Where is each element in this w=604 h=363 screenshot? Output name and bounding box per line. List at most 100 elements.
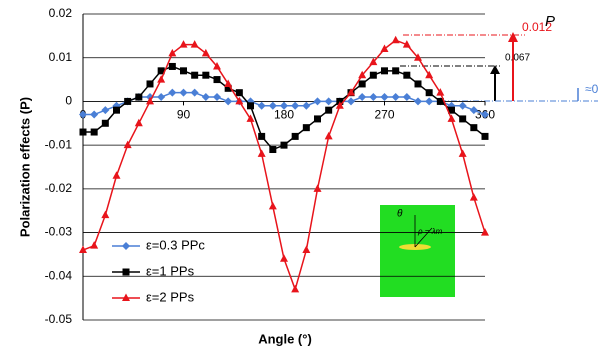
marker xyxy=(123,140,132,149)
marker xyxy=(302,245,311,254)
marker xyxy=(425,97,434,106)
marker xyxy=(258,132,266,140)
x-tick-label: 270 xyxy=(374,108,394,122)
marker xyxy=(369,93,378,102)
marker xyxy=(101,210,110,219)
marker xyxy=(79,128,87,136)
y-tick-label: -0.05 xyxy=(45,312,73,326)
marker xyxy=(302,124,310,132)
marker xyxy=(469,106,478,115)
marker xyxy=(90,128,98,136)
y-tick-label: 0 xyxy=(65,94,72,108)
marker xyxy=(358,70,367,79)
marker xyxy=(224,84,232,92)
marker xyxy=(459,115,467,123)
y-tick-label: 0.02 xyxy=(49,6,73,20)
marker xyxy=(269,146,277,154)
marker xyxy=(391,93,400,102)
marker xyxy=(314,115,321,123)
marker xyxy=(403,71,411,79)
y-tick-label: -0.03 xyxy=(45,225,73,239)
marker xyxy=(381,67,388,75)
marker xyxy=(358,80,366,88)
marker xyxy=(179,40,188,48)
marker xyxy=(190,88,199,97)
marker xyxy=(402,40,411,48)
marker xyxy=(291,284,300,293)
marker xyxy=(202,71,210,79)
inset-axis xyxy=(414,227,433,248)
marker xyxy=(201,48,210,57)
marker xyxy=(135,93,143,101)
marker xyxy=(280,141,288,149)
marker xyxy=(213,61,221,70)
marker xyxy=(257,101,266,110)
marker xyxy=(392,67,400,75)
marker xyxy=(469,193,478,201)
marker xyxy=(79,110,87,119)
decorations xyxy=(380,32,598,297)
marker xyxy=(481,110,489,119)
marker xyxy=(235,89,243,97)
marker xyxy=(448,106,455,114)
arrow-head xyxy=(508,32,518,42)
marker xyxy=(414,80,422,88)
marker xyxy=(90,241,99,249)
marker xyxy=(347,88,355,96)
marker xyxy=(201,93,210,102)
legend-label: ε=1 PPs xyxy=(146,263,195,278)
marker xyxy=(425,70,434,79)
marker xyxy=(347,97,355,106)
marker xyxy=(134,118,143,127)
marker xyxy=(324,131,333,140)
marker xyxy=(291,101,300,110)
marker xyxy=(291,132,299,140)
annotation: 0.067 xyxy=(505,53,530,64)
x-tick-label: 180 xyxy=(274,108,294,122)
marker xyxy=(402,93,411,102)
marker xyxy=(101,106,110,115)
marker xyxy=(436,97,444,105)
annotation: ≈0 xyxy=(585,82,599,96)
marker xyxy=(436,88,445,96)
x-axis-label: Angle (°) xyxy=(258,331,312,346)
marker xyxy=(112,171,121,179)
marker xyxy=(268,201,277,210)
marker xyxy=(425,89,433,97)
marker xyxy=(257,149,266,157)
marker xyxy=(280,254,288,262)
marker xyxy=(335,101,344,109)
y-tick-label: -0.02 xyxy=(45,181,73,195)
marker xyxy=(380,93,389,102)
marker xyxy=(224,97,233,106)
marker xyxy=(391,35,400,44)
marker xyxy=(235,96,244,105)
annotation: 0.012 xyxy=(522,20,552,34)
arrow-head xyxy=(490,65,500,74)
marker xyxy=(122,293,130,301)
marker xyxy=(458,149,467,157)
marker xyxy=(369,71,377,79)
y-axis-label: Polarization effects (P) xyxy=(17,97,32,237)
marker xyxy=(246,114,255,122)
marker xyxy=(168,62,176,70)
marker xyxy=(414,53,422,61)
marker xyxy=(380,44,389,52)
marker xyxy=(157,75,166,83)
marker xyxy=(146,80,154,88)
marker xyxy=(113,106,120,114)
marker xyxy=(358,93,367,102)
marker xyxy=(124,97,132,105)
marker xyxy=(324,97,333,106)
legend-label: ε=2 PPs xyxy=(146,289,195,304)
marker xyxy=(224,79,233,87)
marker xyxy=(481,228,489,236)
marker xyxy=(302,101,311,110)
marker xyxy=(313,184,322,192)
x-tick-label: 90 xyxy=(177,108,191,122)
marker xyxy=(213,76,221,84)
marker xyxy=(313,97,322,106)
marker xyxy=(168,88,177,97)
marker xyxy=(458,101,467,110)
